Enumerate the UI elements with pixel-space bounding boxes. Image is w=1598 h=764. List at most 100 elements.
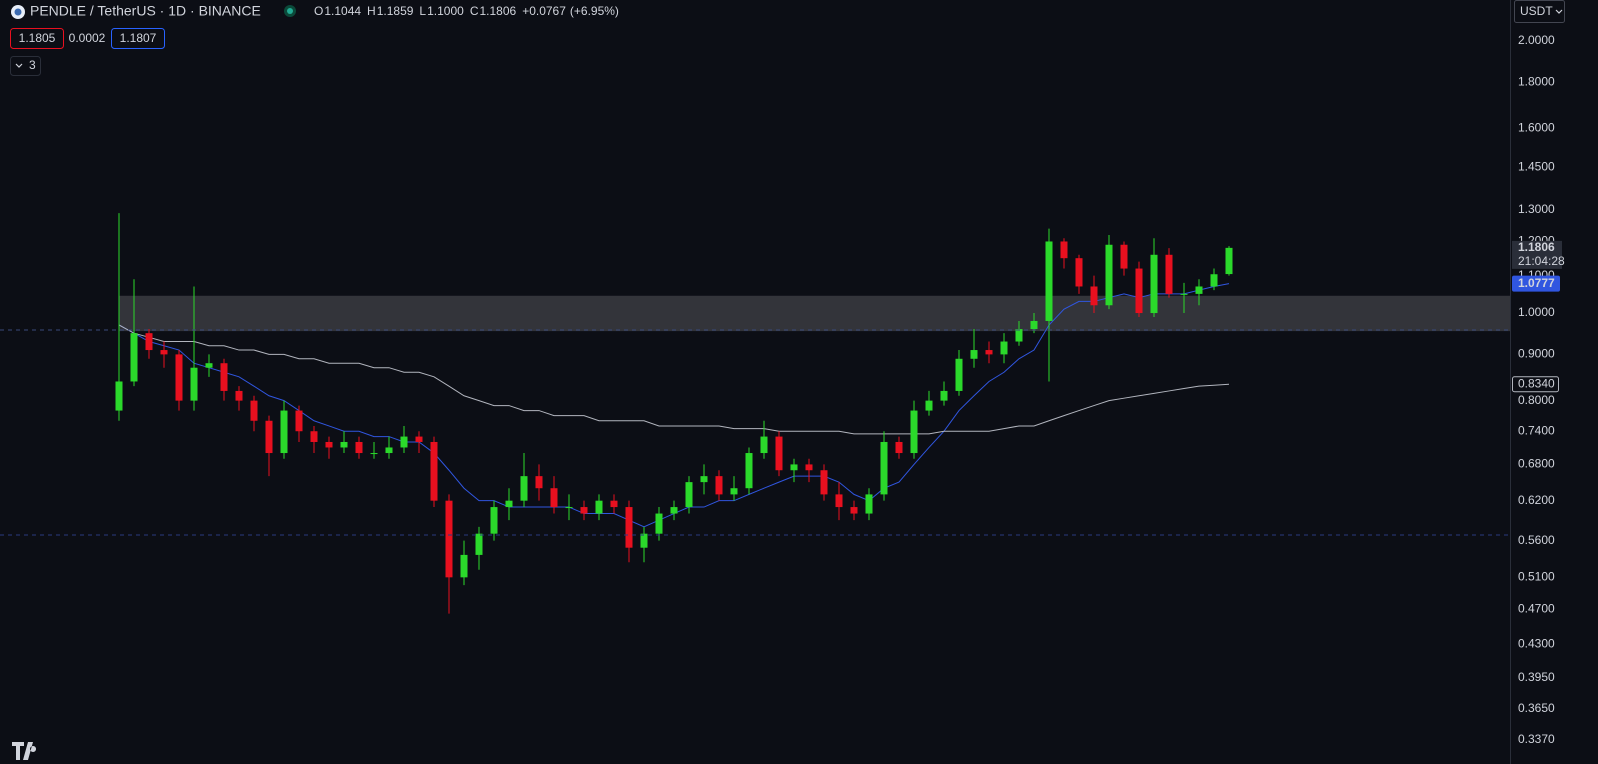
chevron-icon	[1555, 9, 1563, 14]
candle-body	[1090, 286, 1098, 306]
status-dot	[287, 8, 293, 14]
ask-box[interactable]	[111, 28, 165, 49]
candle-body	[430, 441, 438, 501]
spread: 0.0002	[69, 31, 106, 45]
y-tick-label: 0.4700	[1518, 602, 1555, 616]
candle-body	[175, 354, 183, 401]
candle-body	[205, 363, 213, 368]
candle-body	[805, 464, 813, 471]
candle-body	[295, 410, 303, 432]
y-tick-label: 1.6000	[1518, 121, 1555, 135]
value-area	[119, 295, 1510, 332]
ohlc-letter: H	[367, 4, 376, 18]
candle-body	[130, 333, 138, 382]
candle-body	[625, 507, 633, 548]
currency[interactable]: USDT	[1520, 4, 1553, 18]
candle-body	[400, 436, 408, 448]
line-price: 1.0777	[1518, 276, 1555, 290]
candle-body	[325, 441, 333, 448]
candle-body	[115, 381, 123, 411]
candle-body	[745, 453, 753, 489]
candle-body	[640, 533, 648, 548]
line-price-box	[1512, 275, 1560, 292]
candle-body	[835, 494, 843, 508]
candle-body	[1195, 286, 1203, 294]
y-tick-label: 0.8000	[1518, 393, 1555, 407]
candle-body	[1105, 244, 1113, 306]
candle-body	[880, 441, 888, 495]
y-tick-label: 0.7400	[1518, 423, 1555, 437]
candle-body	[220, 363, 228, 391]
candle-body	[235, 390, 243, 401]
y-tick-label: 0.3370	[1518, 732, 1555, 746]
candle-body	[790, 464, 798, 471]
symbol-title: PENDLE / TetherUS · 1D · BINANCE	[30, 3, 261, 19]
candle-body	[1120, 244, 1128, 269]
candle-body	[580, 507, 588, 514]
candle-body	[1165, 254, 1173, 294]
price-axis: 2.00001.80001.60001.45001.30001.20001.10…	[1512, 33, 1565, 746]
candle-body	[940, 390, 948, 401]
candle-body	[1045, 241, 1053, 321]
candle-body	[775, 436, 783, 471]
candle-body	[1225, 247, 1233, 275]
candle-body	[715, 476, 723, 495]
currency-button[interactable]	[1514, 0, 1565, 23]
candle-body	[850, 507, 858, 514]
candle-body	[475, 533, 483, 555]
ohlc-value: 1.1859	[377, 4, 414, 18]
candle-body	[1135, 268, 1143, 314]
candle-body	[550, 488, 558, 508]
logo	[12, 742, 37, 760]
candle-body	[955, 358, 963, 391]
y-tick-label: 0.3950	[1518, 670, 1555, 684]
candle-body	[1015, 329, 1023, 342]
candle-body	[1060, 241, 1068, 259]
bid[interactable]: 1.1805	[19, 31, 56, 45]
candle-body	[190, 367, 198, 401]
y-tick-label: 1.4500	[1518, 159, 1555, 173]
y-tick-label: 1.0000	[1518, 305, 1555, 319]
legend-header: PENDLE / TetherUS · 1D · BINANCE 1.1805 …	[10, 3, 619, 76]
indicator-count[interactable]: 3	[29, 58, 36, 72]
line-price-box	[1512, 376, 1559, 393]
candle-body	[340, 441, 348, 448]
change: +0.0767	[522, 4, 566, 18]
candle-body	[670, 507, 678, 514]
candle-body	[985, 350, 993, 355]
candle-body	[760, 436, 768, 454]
bid-box[interactable]	[10, 28, 64, 49]
candle-body	[1030, 320, 1038, 330]
candle-body	[535, 476, 543, 489]
candle-body	[265, 420, 273, 454]
ohlc-letter: C	[470, 4, 479, 18]
candle-body	[280, 410, 288, 454]
indicator-toggle[interactable]	[10, 56, 41, 76]
candle-body	[310, 431, 318, 442]
y-tick-label: 1.8000	[1518, 74, 1555, 88]
candle-body	[1180, 293, 1188, 295]
candle-body	[490, 507, 498, 534]
y-tick-label: 1.3000	[1518, 202, 1555, 216]
y-tick-label: 0.6200	[1518, 493, 1555, 507]
candle-body	[145, 333, 153, 351]
candle-body	[700, 476, 708, 483]
y-tick-label: 0.5100	[1518, 570, 1555, 584]
candle-body	[160, 350, 168, 355]
ohlc-letter: L	[419, 4, 426, 18]
ask[interactable]: 1.1807	[120, 31, 157, 45]
ohlc-value: 1.1044	[324, 4, 361, 18]
candle-body	[1210, 274, 1218, 287]
candle-body	[250, 400, 258, 421]
y-tick-label: 0.9000	[1518, 347, 1555, 361]
last-price-box	[1512, 240, 1562, 269]
y-tick-label: 0.3650	[1518, 701, 1555, 715]
candle-body	[1075, 258, 1083, 287]
candle-body	[925, 400, 933, 411]
candle-body	[970, 350, 978, 359]
candle-body	[565, 507, 573, 509]
candle-body	[655, 513, 663, 534]
